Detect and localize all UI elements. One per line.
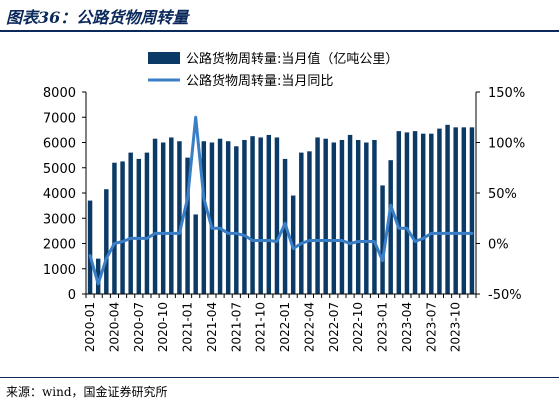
bar [347,134,353,294]
legend-label-line: 公路货物周转量:当月同比 [186,73,333,89]
legend-swatch-bar [148,52,180,64]
bar [274,137,280,294]
bar [315,137,320,294]
bar [144,152,150,294]
bar [412,131,418,294]
line-series [88,115,474,286]
left-tick-label: 0 [68,288,76,303]
left-axis: 0 1000 2000 3000 4000 5000 6000 7000 8000 [43,86,87,303]
right-tick-label: 150% [488,86,525,101]
x-tick-label: 2023-10 [449,302,463,352]
right-tick-label: 0% [488,238,509,253]
source-rule [0,377,559,378]
left-tick-label: 7000 [43,111,76,126]
bar [136,158,142,294]
bar [217,138,223,294]
bar [453,127,458,294]
right-axis: -50% 0% 50% 100% 150% [475,86,525,303]
chart: 0 1000 2000 3000 4000 5000 6000 7000 8000 -50% 0%… [43,51,525,352]
bar [209,142,215,294]
bar [307,151,312,294]
bar [429,133,434,294]
bar [339,139,345,294]
bar [364,142,369,294]
title-rule [0,30,559,32]
bar [420,133,426,294]
x-tick-label: 2023-07 [424,302,438,352]
bar [258,137,263,294]
x-tick-label: 2022-04 [302,302,316,352]
bar [396,131,402,294]
x-axis: 2020-01 2020-04 2020-07 2020-10 2021-01 2021-… [83,293,477,352]
right-tick-label: -50% [488,288,522,303]
x-tick-label: 2021-04 [205,302,219,352]
source-note: 来源：wind，国金证券研究所 [6,385,168,399]
x-tick-label: 2022-07 [327,302,341,352]
bar [388,160,393,294]
left-tick-label: 3000 [43,212,76,227]
bar [299,152,304,294]
bar [266,134,272,294]
bar [112,162,117,294]
bar [128,152,133,294]
bar [404,132,410,294]
bar [120,161,125,294]
bar [185,157,190,294]
left-tick-label: 1000 [43,263,76,278]
x-tick-label: 2022-01 [278,302,292,352]
right-tick-label: 50% [488,187,517,202]
bar-series [87,124,475,294]
x-tick-label: 2020-07 [132,302,146,352]
left-tick-label: 4000 [43,187,76,202]
x-tick-label: 2020-01 [83,302,97,352]
bar [469,127,475,294]
bar [160,142,166,294]
x-tick-label: 2021-07 [229,302,243,352]
left-tick-label: 6000 [43,137,76,152]
bar [234,146,239,294]
bar [355,139,361,294]
bar [177,141,182,294]
x-tick-label: 2020-10 [156,302,170,352]
bar [242,139,247,294]
legend-label-bar: 公路货物周转量:当月值（亿吨公里） [186,51,398,67]
bar [461,127,467,294]
x-tick-label: 2021-01 [181,302,195,352]
bar [445,124,450,294]
yoy-line [88,115,474,286]
bar [193,214,198,294]
bar [323,138,328,294]
bar [331,142,337,294]
left-tick-label: 8000 [43,86,76,101]
left-tick-label: 2000 [43,238,76,253]
bar [437,128,442,294]
bar [152,138,158,294]
left-tick-label: 5000 [43,162,76,177]
bar [169,137,174,294]
x-tick-label: 2021-10 [254,302,268,352]
bar [250,136,255,294]
x-tick-label: 2020-04 [107,302,121,352]
bar [201,141,207,294]
bar [87,200,93,294]
x-tick-label: 2023-04 [400,302,414,352]
legend: 公路货物周转量:当月值（亿吨公里） 公路货物周转量:当月同比 [148,51,398,89]
figure-title: 图表36：公路货物周转量 [6,8,189,27]
x-tick-label: 2023-01 [376,302,390,352]
bar [372,139,377,294]
bar [225,141,231,294]
x-tick-label: 2022-10 [351,302,365,352]
bar [104,189,109,294]
bar [95,258,101,294]
right-tick-label: 100% [488,137,525,152]
bar [380,185,385,294]
